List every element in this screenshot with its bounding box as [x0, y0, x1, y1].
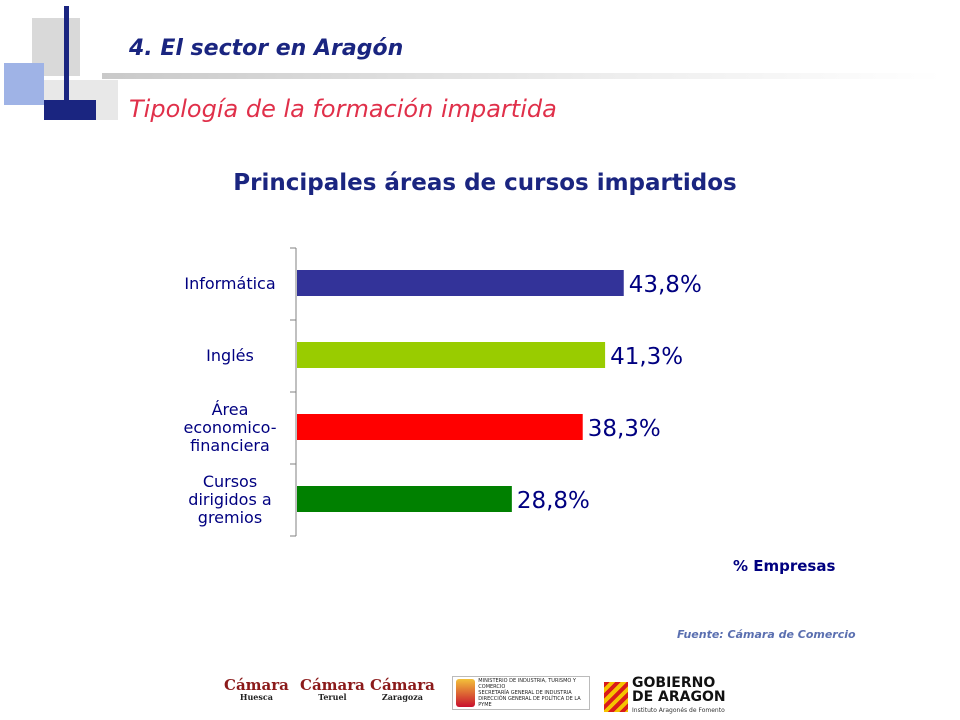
bar-4 [297, 486, 512, 512]
gobierno-aragon-logo: GOBIERNO DE ARAGON Instituto Aragonés de… [604, 676, 726, 718]
decor-block-navy [44, 100, 96, 120]
bar-3 [297, 414, 583, 440]
gobierno-line-2: DE ARAGON [632, 689, 726, 705]
decor-vertical-line [64, 6, 69, 116]
category-label-line: Cursos [203, 472, 257, 491]
category-label-line: dirigidos a [188, 490, 271, 509]
data-label-2: 41,3% [610, 344, 683, 370]
ministerio-line-3: DIRECCIÓN GENERAL DE POLÍTICA DE LA PYME [478, 696, 581, 708]
category-label-line: Informática [184, 274, 275, 293]
slide-title: 4. El sector en Aragón [129, 36, 404, 61]
bar-1 [297, 270, 624, 296]
data-label-4: 28,8% [517, 488, 590, 514]
category-label-1: Informática [184, 274, 275, 293]
slide-subtitle: Tipología de la formación impartida [129, 95, 557, 123]
category-label-4: Cursos dirigidos a gremios [188, 472, 271, 527]
camara-zaragoza-logo: Cámara Zaragoza [370, 676, 435, 702]
x-axis-label: % Empresas [733, 557, 836, 575]
chart-title: Principales áreas de cursos impartidos [233, 170, 737, 196]
decor-block-lightblue [4, 63, 44, 105]
spain-crest-icon [456, 679, 476, 707]
decor-horizontal-line [102, 73, 942, 79]
gobierno-line-1: GOBIERNO [632, 675, 716, 691]
camara-zaragoza-city: Zaragoza [381, 692, 423, 702]
category-label-line: Área [212, 400, 249, 419]
category-label-line: economico- [183, 418, 276, 437]
data-label-3: 38,3% [588, 416, 661, 442]
gobierno-sub: Instituto Aragonés de Fomento [632, 707, 725, 714]
bar-2 [297, 342, 606, 368]
category-label-line: gremios [198, 508, 262, 527]
category-label-3: Área economico-financiera [183, 400, 276, 455]
category-label-line: financiera [190, 436, 270, 455]
ministerio-logo: MINISTERIO DE INDUSTRIA, TURISMO Y COMER… [452, 676, 590, 710]
source-note: Fuente: Cámara de Comercio [677, 628, 856, 641]
category-label-line: Inglés [206, 346, 254, 365]
data-label-1: 43,8% [629, 272, 702, 298]
camara-teruel-name: Cámara [300, 676, 365, 694]
ministerio-line-1: MINISTERIO DE INDUSTRIA, TURISMO Y COMER… [478, 678, 576, 690]
camara-teruel-logo: Cámara Teruel [300, 676, 365, 702]
camara-huesca-name: Cámara [224, 676, 289, 694]
camara-huesca-city: Huesca [239, 692, 273, 702]
camara-teruel-city: Teruel [318, 692, 347, 702]
ministerio-line-2: SECRETARÍA GENERAL DE INDUSTRIA [478, 690, 572, 696]
camara-huesca-logo: Cámara Huesca [224, 676, 289, 702]
aragon-flag-icon [604, 682, 628, 712]
camara-zaragoza-name: Cámara [370, 676, 435, 694]
category-label-2: Inglés [206, 346, 254, 365]
